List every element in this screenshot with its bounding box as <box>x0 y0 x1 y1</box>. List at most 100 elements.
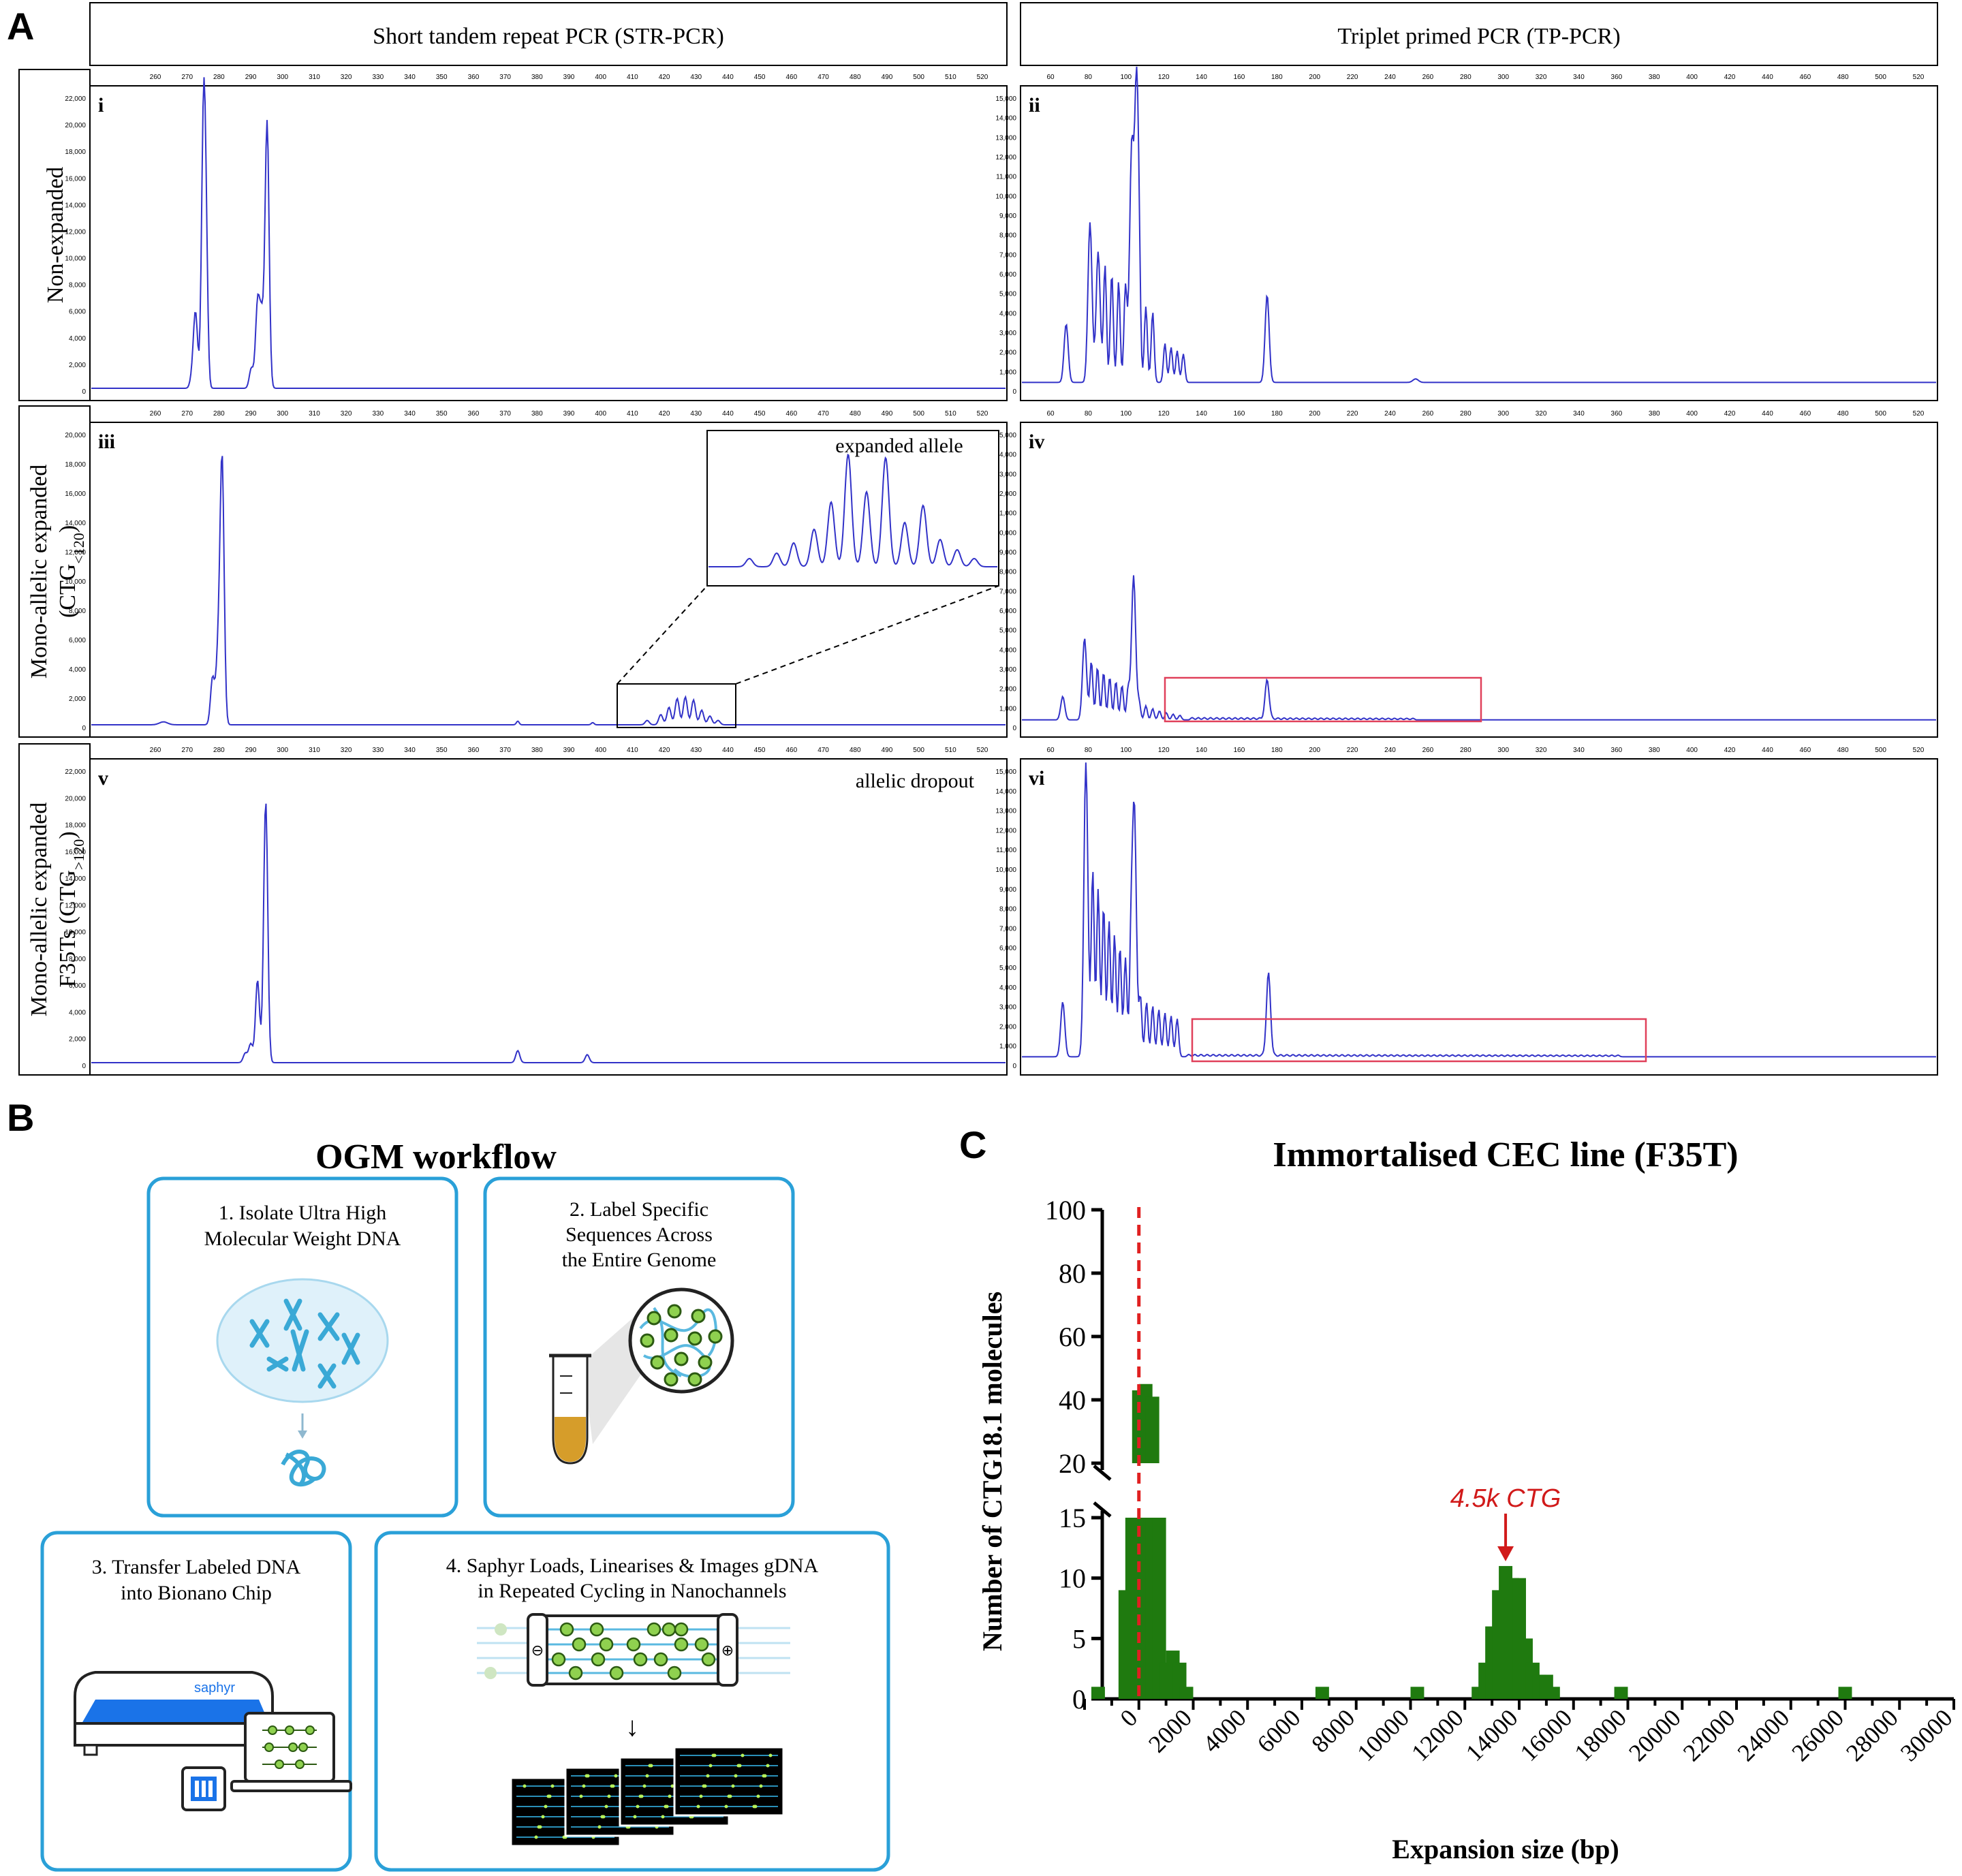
ogm-step2-line2: Sequences Across <box>565 1223 713 1246</box>
egram-x-tick: 160 <box>1234 747 1245 754</box>
egram-x-tick: 370 <box>499 747 511 754</box>
egram-y-tick: 2,000 <box>69 362 86 369</box>
egram-y-tick: 8,000 <box>69 956 86 963</box>
egram-x-tick: 410 <box>627 74 638 81</box>
egram-frame <box>1020 758 1938 1076</box>
histogram-bar <box>1838 1687 1852 1699</box>
egram-x-tick: 410 <box>627 410 638 418</box>
egram-x-tick: 340 <box>404 747 416 754</box>
egram-x-tick: 80 <box>1085 410 1093 418</box>
egram-x-tick: 520 <box>1913 747 1925 754</box>
egram-panel-ii: 60 80 100 120 140 160 180 200 220 240 260 280 300 320… <box>995 66 1938 401</box>
egram-x-tick: 410 <box>627 747 638 754</box>
egram-x-tick: 280 <box>213 410 225 418</box>
egram-x-tick: 520 <box>977 410 988 418</box>
egram-y-tick: 13,000 <box>995 808 1016 815</box>
egram-trace <box>91 456 1006 725</box>
x-tick-label: 30000 <box>1895 1704 1958 1766</box>
tile-label-dot <box>711 1753 715 1757</box>
egram-x-tick: 200 <box>1309 410 1320 418</box>
egram-x-tick: 320 <box>341 747 352 754</box>
egram-x-tick: 420 <box>659 74 670 81</box>
tp-header-box <box>1020 2 1938 66</box>
egram-y-tick: 11,000 <box>996 510 1016 518</box>
egram-x-tick: 300 <box>277 74 288 81</box>
egram-y-tick: 14,000 <box>65 875 86 883</box>
egram-x-tick: 510 <box>945 410 956 418</box>
egram-x-tick: 260 <box>1422 747 1434 754</box>
egram-y-tick: 7,000 <box>999 925 1016 933</box>
egram-x-tick: 380 <box>1649 410 1660 418</box>
x-tick-label: 6000 <box>1251 1704 1305 1757</box>
tile-label-dot <box>648 1764 652 1768</box>
ogm-step3-line1: 3. Transfer Labeled DNA <box>92 1556 301 1578</box>
egram-y-tick: 6,000 <box>999 945 1016 952</box>
plus-electrode-icon: ⊕ <box>721 1642 734 1659</box>
egram-x-tick: 310 <box>309 74 320 81</box>
egram-x-tick: 120 <box>1158 74 1170 81</box>
egram-y-tick: 3,000 <box>999 666 1016 674</box>
tile-label-dot <box>610 1784 614 1788</box>
egram-x-tick: 350 <box>436 74 448 81</box>
egram-x-tick: 420 <box>1724 74 1736 81</box>
expanded-region-box-vi <box>1191 1018 1647 1063</box>
ogm-step3-line2: into Bionano Chip <box>121 1582 272 1604</box>
egram-x-tick: 460 <box>786 410 798 418</box>
egram-x-tick: 370 <box>499 410 511 418</box>
egram-x-tick: 480 <box>1837 747 1849 754</box>
egram-x-tick: 460 <box>786 74 798 81</box>
egram-x-tick: 100 <box>1120 747 1132 754</box>
egram-y-tick: 8,000 <box>999 906 1016 913</box>
tile-label-dot <box>696 1804 700 1809</box>
tile-label-dot <box>661 1815 665 1819</box>
tile-label-dot <box>550 1784 555 1788</box>
egram-x-tick: 360 <box>1611 410 1623 418</box>
tile-label-dot <box>645 1774 649 1778</box>
egram-x-tick: 260 <box>1422 410 1434 418</box>
egram-frame <box>89 422 1008 738</box>
egram-x-tick: 140 <box>1196 747 1207 754</box>
egram-x-tick: 420 <box>1724 747 1736 754</box>
egram-y-tick: 11,000 <box>996 847 1016 854</box>
egram-y-tick: 12,000 <box>65 228 86 236</box>
egram-x-tick: 300 <box>1497 747 1509 754</box>
egram-y-tick: 22,000 <box>65 768 86 776</box>
str-header-box <box>89 2 1008 66</box>
egram-x-tick: 500 <box>913 410 924 418</box>
egram-y-tick: 14,000 <box>995 452 1016 459</box>
tile-bg <box>673 1746 785 1817</box>
tile-label-dot <box>724 1804 728 1809</box>
egram-x-tick: 340 <box>1573 74 1585 81</box>
saphyr-instrument-icon: saphyr <box>74 1671 274 1756</box>
egram-x-tick: 220 <box>1347 74 1358 81</box>
egram-y-tick: 4,000 <box>999 984 1016 992</box>
egram-y-tick: 16,000 <box>65 849 86 856</box>
egram-x-tick: 500 <box>1875 747 1886 754</box>
axis-break-mark-upper <box>1093 1465 1112 1481</box>
tile-label-dot <box>597 1825 602 1829</box>
egram-x-tick: 440 <box>1762 410 1773 418</box>
egram-y-tick: 10,000 <box>995 866 1016 874</box>
chart-ylabel: Number of CTG18.1 molecules <box>977 1292 1008 1651</box>
egram-x-tick: 380 <box>531 410 543 418</box>
egram-frame <box>1020 422 1938 738</box>
histogram-bar <box>1546 1687 1560 1699</box>
subpanel-label-v: v <box>98 767 108 790</box>
egram-x-tick: 520 <box>1913 74 1925 81</box>
egram-y-tick: 9,000 <box>999 549 1016 557</box>
tp-header: Triplet primed PCR (TP-PCR) <box>1337 24 1620 49</box>
row3-label-line2: F35Ts (CTG>120) <box>55 831 87 987</box>
egram-y-tick: 1,000 <box>999 705 1016 713</box>
tile-label-dot <box>614 1774 618 1778</box>
egram-y-tick: 12,000 <box>65 549 86 557</box>
egram-x-tick: 480 <box>850 74 861 81</box>
egram-x-tick: 310 <box>309 410 320 418</box>
y-tick-label: 100 <box>1045 1195 1086 1225</box>
cell-nucleus-icon <box>216 1278 389 1403</box>
minus-electrode-icon: ⊖ <box>531 1642 544 1659</box>
egram-y-tick: 6,000 <box>999 271 1016 279</box>
egram-x-tick: 260 <box>1422 74 1434 81</box>
x-tick-label: 4000 <box>1198 1704 1251 1757</box>
